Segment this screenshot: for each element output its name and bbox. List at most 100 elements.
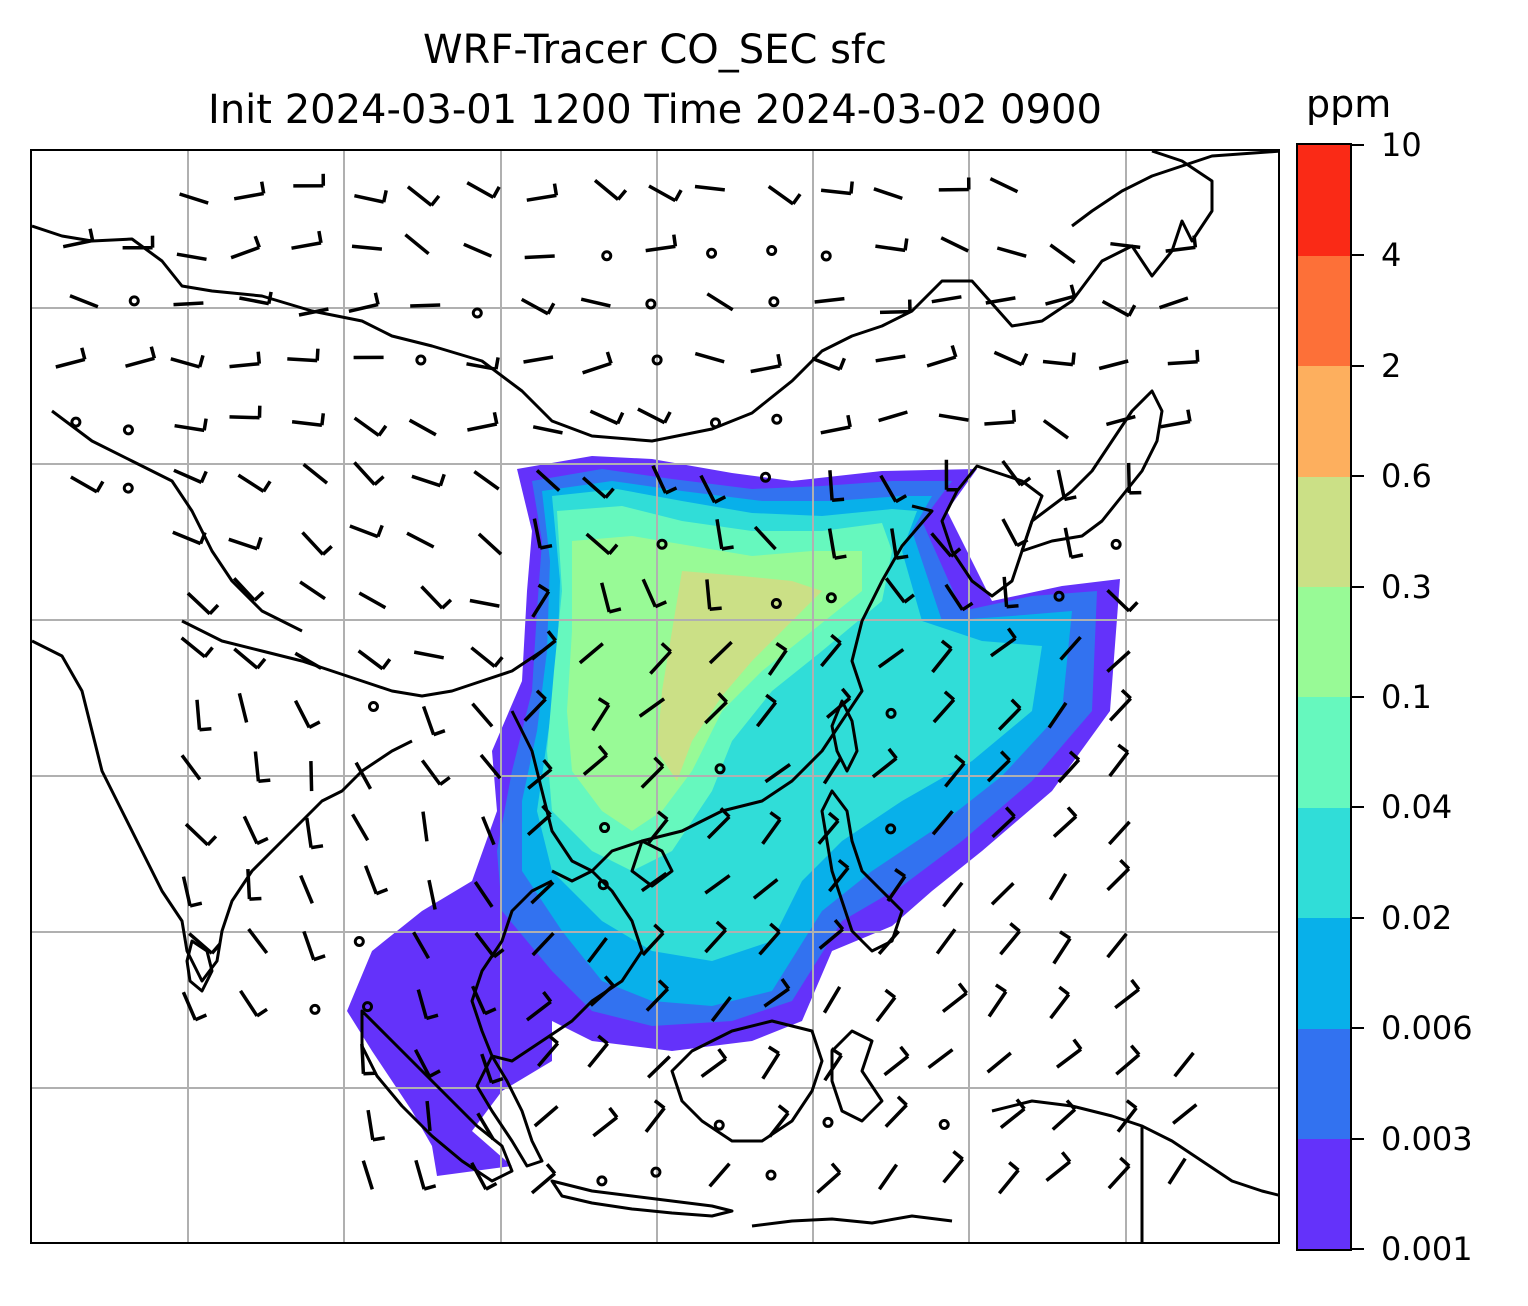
wind-barb: [421, 811, 429, 842]
colorbar-tick-label: 0.001: [1381, 1230, 1473, 1268]
wind-barb: [1059, 635, 1082, 661]
colorbar: [1296, 143, 1352, 1251]
colorbar-segment: [1298, 365, 1350, 477]
map-canvas[interactable]: [32, 151, 1280, 1244]
wind-barb: [647, 810, 669, 844]
colorbar-segment: [1298, 917, 1350, 1029]
wind-barb: [406, 531, 435, 549]
wind-barb: [523, 355, 554, 364]
wind-barb: [587, 937, 608, 964]
wind-barb: [467, 411, 499, 432]
wind-barb: [755, 693, 778, 728]
wind-barb: [932, 690, 956, 724]
wind-barb-calm: [760, 471, 772, 483]
wind-barb: [70, 475, 105, 494]
wind-barb: [884, 1095, 908, 1128]
colorbar-segment: [1298, 1028, 1350, 1140]
wind-barb: [184, 822, 218, 847]
wind-barbs: [55, 173, 1200, 1195]
wind-barb: [354, 190, 388, 204]
wind-barb: [404, 233, 430, 256]
wind-barb-calm: [768, 296, 780, 308]
wind-barb: [298, 307, 329, 317]
wind-barb: [1167, 1157, 1187, 1185]
map-panel[interactable]: [30, 149, 1280, 1244]
wind-barb: [229, 351, 262, 369]
wind-barb: [354, 761, 373, 790]
wind-barb: [293, 699, 321, 729]
wind-barb: [817, 811, 840, 845]
wind-barb: [582, 351, 613, 375]
wind-barb: [871, 747, 898, 779]
wind-barb: [1114, 978, 1141, 1010]
wind-barb: [1115, 1044, 1141, 1076]
wind-barb: [1105, 414, 1136, 427]
coast-new-guinea: [991, 1099, 1278, 1197]
wind-barb: [477, 532, 503, 556]
wind-barb-calm: [601, 250, 613, 262]
coastlines: [32, 151, 1278, 1242]
wind-barb: [470, 1161, 498, 1191]
wind-barb: [413, 650, 445, 660]
wind-barb: [941, 982, 968, 1013]
colorbar-unit-label: ppm: [1306, 82, 1392, 126]
wind-barb: [883, 1045, 910, 1077]
wind-barb: [989, 177, 1019, 194]
wind-barb: [466, 357, 500, 371]
colorbar-tick-label: 0.6: [1381, 457, 1432, 496]
wind-barb: [408, 418, 437, 437]
wind-barb: [55, 347, 87, 369]
wind-barb: [533, 1105, 559, 1128]
wind-barb: [233, 647, 267, 670]
wind-barb: [470, 646, 504, 668]
wind-barb: [944, 459, 959, 492]
wind-barb: [246, 869, 262, 901]
wind-barb: [638, 697, 666, 718]
wind-barb: [820, 633, 842, 668]
wind-barb-calm: [70, 416, 82, 428]
wind-barb: [1063, 527, 1084, 560]
wind-barb: [524, 254, 555, 260]
wind-barb: [1002, 576, 1019, 609]
wind-barb: [764, 762, 792, 784]
wind-barb: [825, 687, 852, 719]
coast-java: [550, 1179, 734, 1218]
wind-barb: [421, 705, 446, 737]
wind-barb: [239, 291, 273, 306]
wind-barb: [814, 296, 845, 304]
wind-barb: [637, 407, 672, 425]
wind-barb: [229, 405, 262, 420]
wind-barb: [1110, 241, 1141, 250]
wind-barb: [253, 751, 271, 784]
wind-barb: [986, 750, 1011, 783]
wind-barb: [704, 920, 727, 954]
wind-barb: [469, 598, 500, 608]
wind-barb: [587, 1034, 609, 1068]
wind-barb: [651, 465, 678, 495]
wind-barb-calm: [656, 538, 668, 550]
wind-barb: [1108, 820, 1131, 846]
wind-barb: [361, 1160, 374, 1190]
colorbar-segment: [1298, 476, 1350, 588]
wind-barb: [822, 986, 842, 1014]
wind-barb: [520, 297, 556, 316]
wind-barb: [471, 985, 497, 1016]
wind-barb: [535, 469, 561, 492]
wind-barb: [237, 473, 272, 493]
wind-barb: [646, 1055, 671, 1079]
wind-barb: [710, 996, 732, 1022]
wind-barb: [767, 184, 802, 206]
wind-barb: [1107, 1156, 1131, 1190]
wind-barb: [481, 816, 496, 846]
wind-barb-calm: [885, 823, 897, 835]
wind-barb: [999, 922, 1021, 956]
wind-barb: [706, 292, 734, 312]
wind-barb-calm: [938, 1118, 950, 1130]
wind-barb: [993, 350, 1029, 367]
colorbar-tick-label: 0.006: [1381, 1009, 1473, 1048]
wind-barb-calm: [825, 592, 837, 604]
wind-barb: [761, 1045, 781, 1080]
wind-barb: [986, 1051, 1012, 1074]
wind-barb: [525, 991, 553, 1022]
coast-india: [32, 639, 413, 983]
